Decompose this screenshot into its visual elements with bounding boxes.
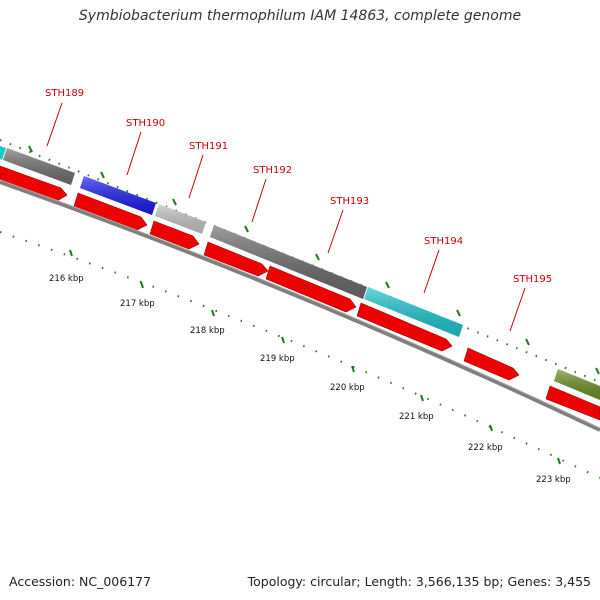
cds-arrow-5[interactable] bbox=[265, 265, 357, 313]
gene-label-sth194[interactable]: STH194 bbox=[424, 236, 463, 247]
cds-arrow-6[interactable] bbox=[356, 302, 453, 352]
kbp-ruler bbox=[0, 231, 600, 479]
accession-text: Accession: NC_006177 bbox=[9, 574, 152, 589]
kbp-label: 223 kbp bbox=[536, 475, 571, 485]
map-title: Symbiobacterium thermophilum IAM 14863, … bbox=[78, 8, 522, 24]
gene-label-sth191[interactable]: STH191 bbox=[189, 141, 228, 152]
cds-arrow-8[interactable] bbox=[545, 385, 600, 421]
kbp-label: 221 kbp bbox=[399, 412, 434, 422]
cds-arrow-4[interactable] bbox=[203, 241, 269, 277]
cds-arrow-2[interactable] bbox=[73, 192, 148, 231]
gene-label-sth192[interactable]: STH192 bbox=[253, 165, 292, 176]
kbp-label: 218 kbp bbox=[190, 326, 225, 336]
cds-arrow-1[interactable] bbox=[0, 165, 68, 202]
cds-arrow-7[interactable] bbox=[463, 347, 520, 381]
kbp-label: 216 kbp bbox=[49, 274, 84, 284]
outer-feature-track bbox=[0, 146, 600, 400]
genome-summary-text: Topology: circular; Length: 3,566,135 bp… bbox=[247, 574, 591, 589]
gene-label-sth195[interactable]: STH195 bbox=[513, 274, 552, 285]
gene-label-sth193[interactable]: STH193 bbox=[330, 196, 369, 207]
gene-block-cyan[interactable] bbox=[0, 146, 6, 160]
genome-backbone bbox=[0, 180, 600, 432]
kbp-label: 220 kbp bbox=[330, 383, 365, 393]
gene-label-sth190[interactable]: STH190 bbox=[126, 118, 165, 129]
cds-arrow-3[interactable] bbox=[149, 220, 200, 250]
kbp-label: 222 kbp bbox=[468, 443, 503, 453]
kbp-label: 219 kbp bbox=[260, 354, 295, 364]
outer-tick-ring bbox=[0, 139, 600, 383]
gene-callouts bbox=[46, 102, 526, 332]
gene-labels: STH189 STH190 STH191 STH192 STH193 STH19… bbox=[45, 88, 552, 285]
kbp-label: 217 kbp bbox=[120, 299, 155, 309]
kbp-labels: 216 kbp 217 kbp 218 kbp 219 kbp 220 kbp … bbox=[49, 274, 571, 485]
gene-label-sth189[interactable]: STH189 bbox=[45, 88, 84, 99]
cds-track bbox=[0, 165, 600, 421]
